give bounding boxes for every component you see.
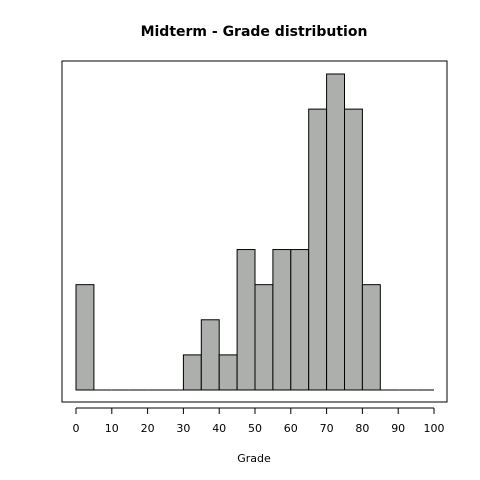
x-tick-label: 80	[355, 422, 369, 435]
histogram-bar	[290, 249, 310, 391]
histogram-bar	[218, 354, 238, 391]
x-tick-label: 0	[73, 422, 80, 435]
x-tick-label: 10	[105, 422, 119, 435]
x-tick-label: 50	[248, 422, 262, 435]
histogram-bar	[361, 284, 381, 391]
plot-frame	[61, 60, 448, 403]
histogram-bar	[236, 249, 256, 391]
x-tick-label: 70	[320, 422, 334, 435]
x-tick-label: 40	[212, 422, 226, 435]
histogram-bar	[326, 73, 346, 391]
histogram-bar	[272, 249, 292, 391]
x-tick-label: 100	[424, 422, 445, 435]
histogram-bar	[254, 284, 274, 391]
x-tick-label: 60	[284, 422, 298, 435]
x-tick-label: 20	[141, 422, 155, 435]
histogram-bar	[308, 108, 328, 391]
x-ticks-layer: 0 10 20 30 40 50 60 70 80 90 100	[73, 408, 445, 435]
x-tick-label: 90	[391, 422, 405, 435]
histogram-bar	[200, 319, 220, 391]
x-axis-label: Grade	[237, 452, 271, 465]
chart-title: Midterm - Grade distribution	[141, 24, 368, 40]
bars-layer	[75, 73, 434, 391]
histogram-bar	[75, 284, 95, 391]
x-tick-label: 30	[176, 422, 190, 435]
histogram-bar	[182, 354, 202, 391]
histogram-bar	[344, 108, 363, 391]
